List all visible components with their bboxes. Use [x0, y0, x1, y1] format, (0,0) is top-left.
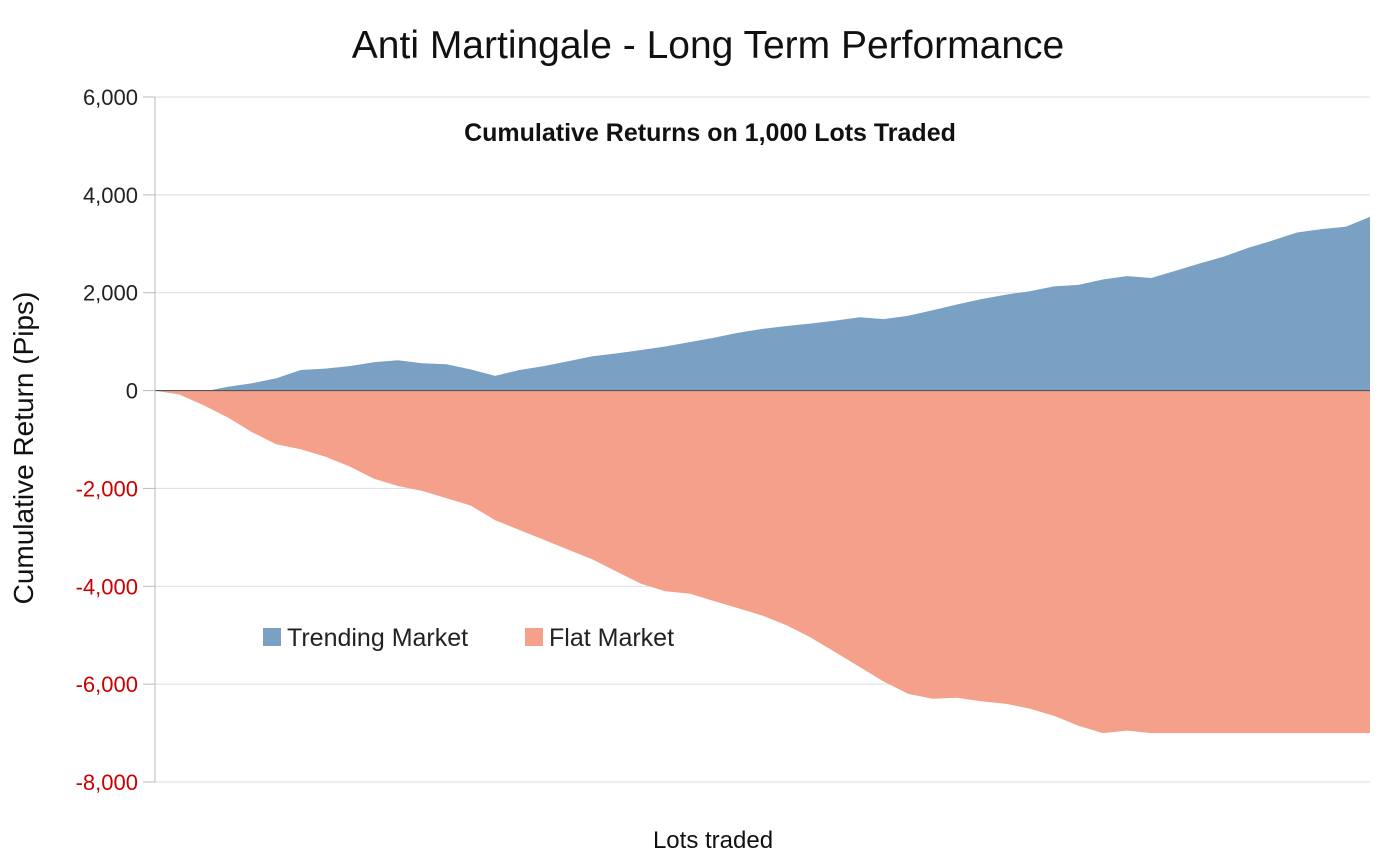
y-tick-label: 6,000	[83, 85, 138, 110]
y-tick-label: -6,000	[76, 672, 138, 697]
y-tick-label: 0	[126, 379, 138, 404]
chart-title: Anti Martingale - Long Term Performance	[352, 24, 1064, 67]
legend: Trending Market Flat Market	[263, 624, 674, 652]
y-axis-label: Cumulative Return (Pips)	[8, 292, 39, 605]
legend-swatch	[263, 628, 281, 646]
series-area-flat-market	[155, 390, 1370, 734]
y-tick-label: -8,000	[76, 770, 138, 795]
x-axis-label: Lots traded	[653, 827, 773, 854]
series-area-trending-market	[155, 216, 1370, 394]
y-tick-label: 2,000	[83, 281, 138, 306]
y-tick-labels: 6,000 4,000 2,000 0 -2,000 -4,000 -6,000 -8,000	[76, 85, 138, 795]
legend-swatch	[525, 628, 543, 646]
legend-label: Flat Market	[549, 624, 674, 652]
series-areas	[155, 216, 1370, 734]
y-tick-label: -4,000	[76, 574, 138, 599]
y-tick-label: 4,000	[83, 183, 138, 208]
y-tick-label: -2,000	[76, 476, 138, 501]
legend-label: Trending Market	[287, 624, 468, 652]
chart-subtitle: Cumulative Returns on 1,000 Lots Traded	[464, 119, 956, 147]
axes	[143, 96, 1370, 783]
